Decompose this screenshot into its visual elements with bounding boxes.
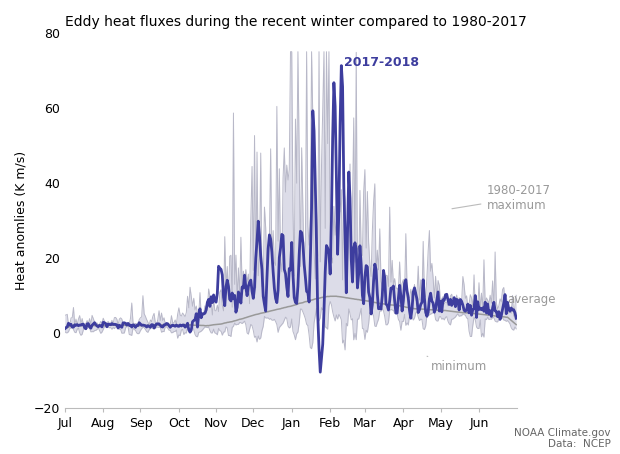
Text: 2017-2018: 2017-2018 — [344, 56, 419, 69]
Text: NOAA Climate.gov
Data:  NCEP: NOAA Climate.gov Data: NCEP — [514, 428, 611, 449]
Text: average: average — [508, 293, 556, 306]
Text: Eddy heat fluxes during the recent winter compared to 1980-2017: Eddy heat fluxes during the recent winte… — [65, 15, 526, 29]
Text: minimum: minimum — [427, 356, 487, 373]
Y-axis label: Heat anomlies (K m/s): Heat anomlies (K m/s) — [15, 151, 28, 290]
Text: 1980-2017
maximum: 1980-2017 maximum — [452, 184, 551, 212]
